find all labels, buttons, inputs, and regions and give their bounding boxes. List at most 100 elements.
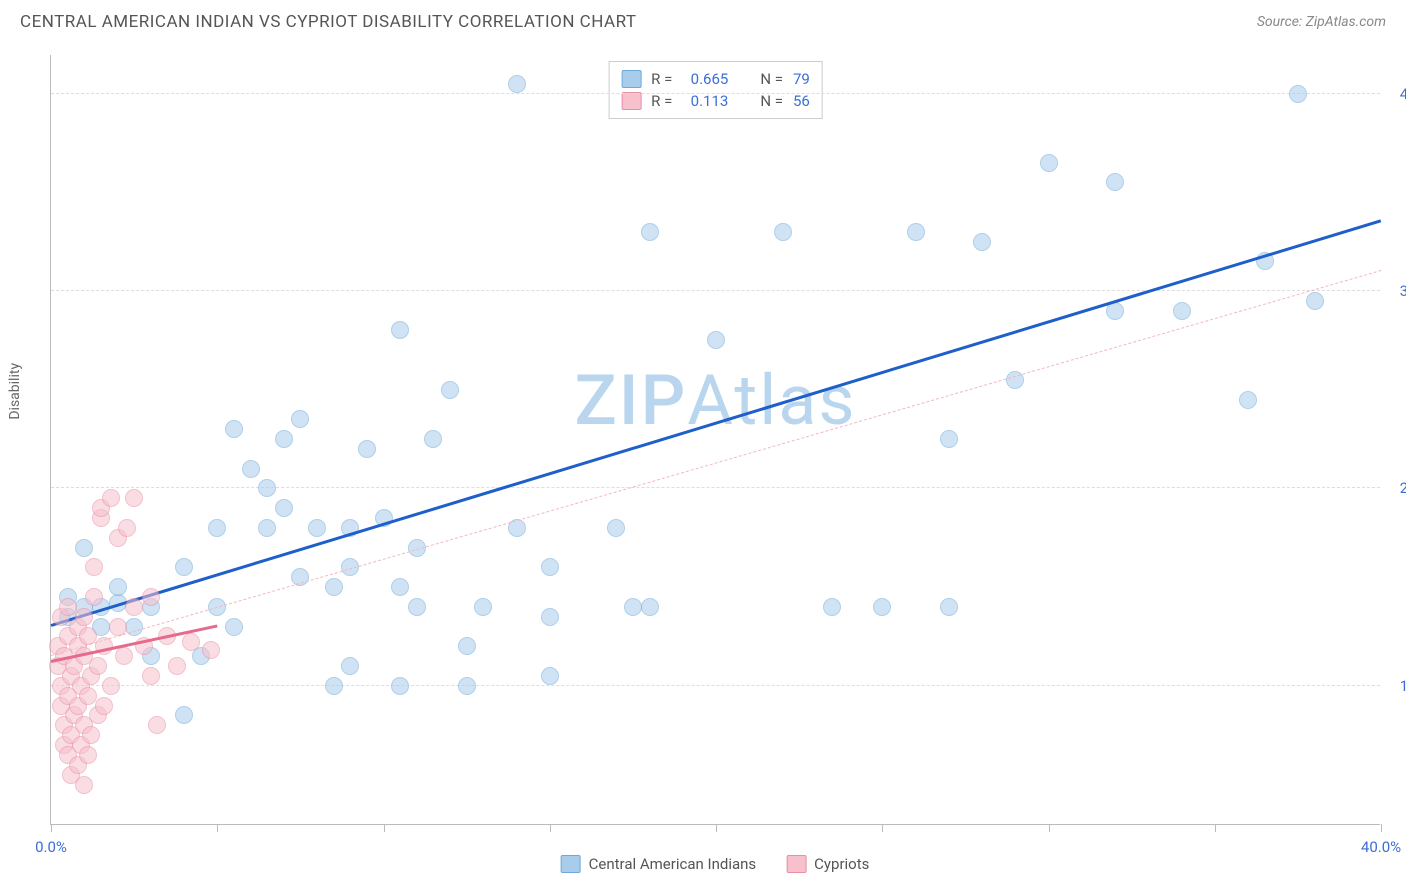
y-tick-label: 40.0% [1400, 85, 1406, 103]
y-axis-label: Disability [7, 363, 23, 420]
scatter-point [624, 598, 642, 616]
legend-item: Central American Indians [561, 855, 757, 873]
scatter-point [102, 489, 120, 507]
scatter-point [242, 460, 260, 478]
scatter-point [458, 677, 476, 695]
scatter-point [95, 697, 113, 715]
legend-r-label: R = [651, 92, 672, 110]
scatter-point [109, 578, 127, 596]
scatter-point [358, 440, 376, 458]
scatter-point [325, 677, 343, 695]
x-tick [1215, 824, 1216, 832]
x-tick [882, 824, 883, 832]
scatter-point [424, 430, 442, 448]
legend-label: Central American Indians [589, 855, 757, 873]
scatter-point [391, 677, 409, 695]
scatter-point [202, 641, 220, 659]
y-tick-label: 20.0% [1400, 479, 1406, 497]
chart-header: CENTRAL AMERICAN INDIAN VS CYPRIOT DISAB… [0, 0, 1406, 40]
scatter-point [391, 578, 409, 596]
scatter-point [79, 627, 97, 645]
scatter-point [907, 223, 925, 241]
x-tick [550, 824, 551, 832]
x-tick [384, 824, 385, 832]
x-tick [1381, 824, 1382, 832]
scatter-point [258, 479, 276, 497]
scatter-point [541, 608, 559, 626]
scatter-point [641, 598, 659, 616]
legend-series: Central American Indians Cypriots [561, 855, 870, 873]
gridline-h [51, 93, 1380, 94]
scatter-point [102, 677, 120, 695]
scatter-point [142, 588, 160, 606]
scatter-point [79, 687, 97, 705]
legend-r-value: 0.665 [682, 70, 728, 88]
scatter-point [441, 381, 459, 399]
gridline-h [51, 487, 1380, 488]
scatter-point [973, 233, 991, 251]
x-tick [217, 824, 218, 832]
scatter-point [940, 430, 958, 448]
scatter-point [291, 410, 309, 428]
scatter-point [79, 746, 97, 764]
scatter-point [940, 598, 958, 616]
scatter-point [89, 657, 107, 675]
legend-swatch [786, 855, 806, 873]
scatter-point [641, 223, 659, 241]
scatter-point [182, 633, 200, 651]
scatter-point [175, 706, 193, 724]
plot-area: ZIPAtlas R =0.665N =79R =0.113N =56 10.0… [50, 55, 1380, 825]
scatter-point [341, 657, 359, 675]
scatter-point [168, 657, 186, 675]
x-tick-label: 40.0% [1361, 838, 1401, 856]
legend-r-value: 0.113 [682, 92, 728, 110]
scatter-point [275, 430, 293, 448]
legend-n-value: 56 [793, 92, 810, 110]
x-tick [1049, 824, 1050, 832]
scatter-point [75, 539, 93, 557]
gridline-h [51, 685, 1380, 686]
scatter-point [1173, 302, 1191, 320]
legend-label: Cypriots [814, 855, 869, 873]
y-tick-label: 10.0% [1400, 677, 1406, 695]
scatter-point [1306, 292, 1324, 310]
scatter-point [707, 331, 725, 349]
legend-n-value: 79 [793, 70, 810, 88]
scatter-point [325, 578, 343, 596]
watermark: ZIPAtlas [575, 360, 857, 442]
scatter-point [225, 618, 243, 636]
scatter-point [607, 519, 625, 537]
scatter-point [85, 588, 103, 606]
scatter-point [1040, 154, 1058, 172]
scatter-point [208, 519, 226, 537]
scatter-point [118, 519, 136, 537]
scatter-point [391, 321, 409, 339]
gridline-h [51, 290, 1380, 291]
scatter-point [59, 598, 77, 616]
x-tick [716, 824, 717, 832]
legend-n-label: N = [760, 92, 783, 110]
scatter-point [125, 598, 143, 616]
scatter-point [458, 637, 476, 655]
y-tick-label: 30.0% [1400, 282, 1406, 300]
scatter-point [258, 519, 276, 537]
chart-container: ZIPAtlas R =0.665N =79R =0.113N =56 10.0… [50, 55, 1380, 825]
x-tick [51, 824, 52, 832]
legend-r-label: R = [651, 70, 672, 88]
trend-line [51, 219, 1382, 627]
scatter-point [1106, 173, 1124, 191]
scatter-point [125, 489, 143, 507]
scatter-point [75, 776, 93, 794]
legend-row: R =0.665N =79 [621, 68, 810, 90]
legend-swatch [621, 70, 641, 88]
scatter-point [85, 558, 103, 576]
scatter-point [175, 558, 193, 576]
scatter-point [225, 420, 243, 438]
scatter-point [541, 667, 559, 685]
legend-swatch [561, 855, 581, 873]
scatter-point [142, 667, 160, 685]
scatter-point [75, 608, 93, 626]
scatter-point [115, 647, 133, 665]
chart-title: CENTRAL AMERICAN INDIAN VS CYPRIOT DISAB… [20, 12, 637, 32]
scatter-point [774, 223, 792, 241]
